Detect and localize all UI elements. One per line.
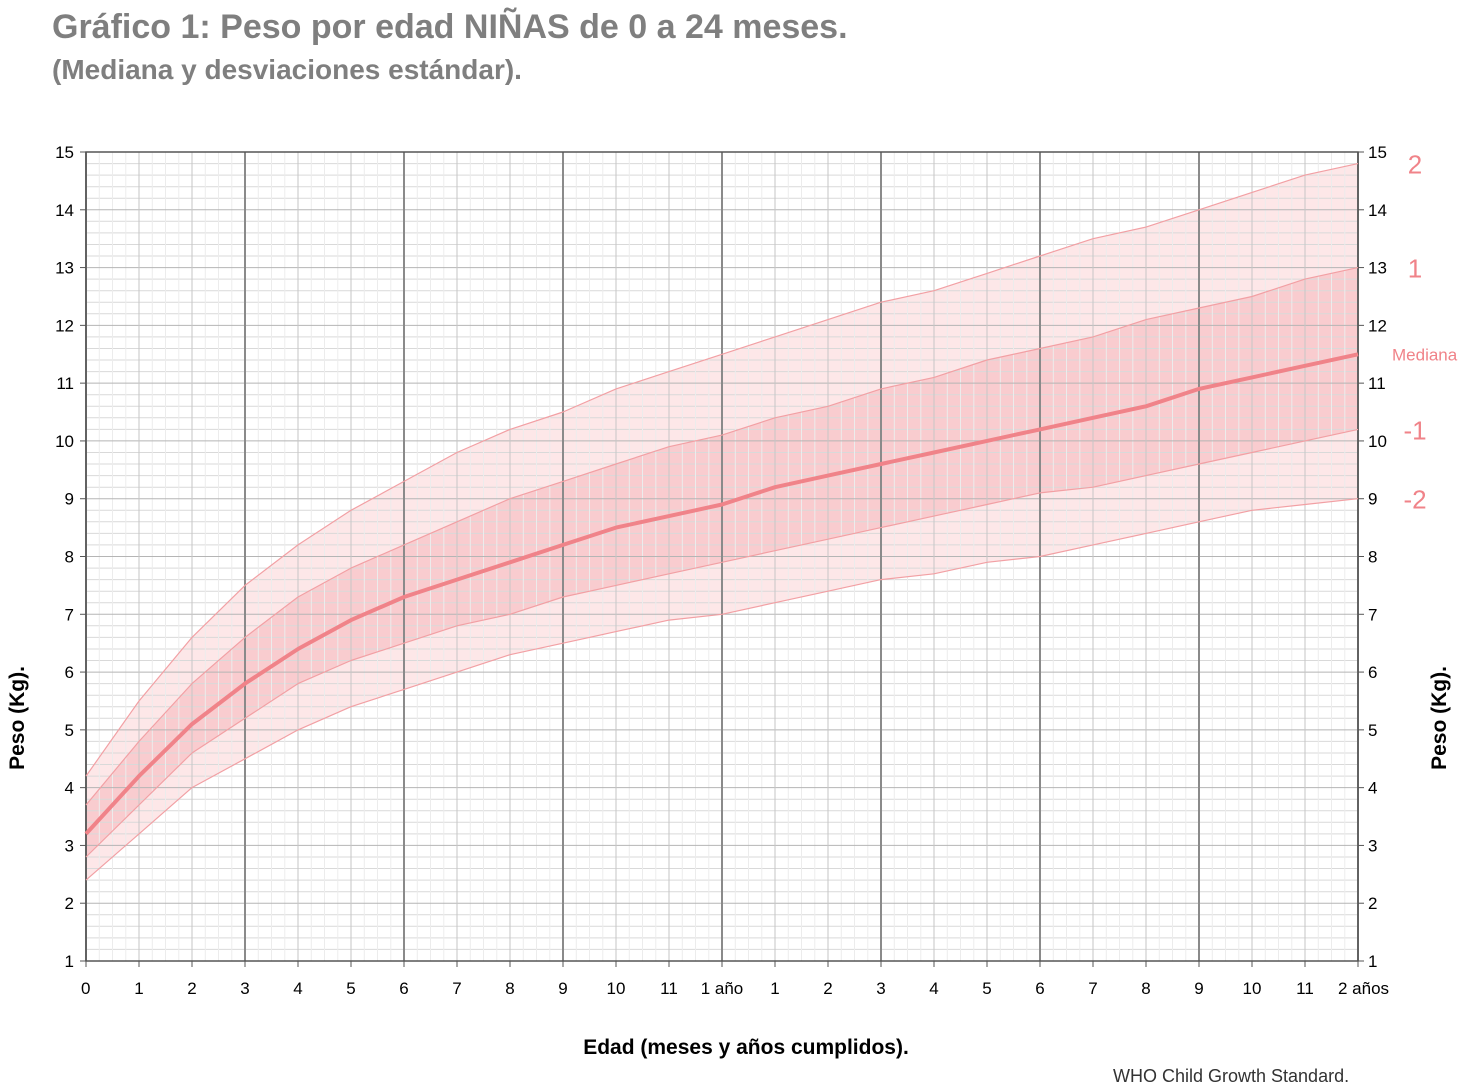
x-tick-label: 7 — [452, 979, 461, 998]
y-tick-label-right: 4 — [1368, 779, 1377, 798]
chart-subtitle: (Mediana y desviaciones estándar). — [52, 54, 522, 85]
y-tick-label-right: 2 — [1368, 894, 1377, 913]
y-tick-label-left: 1 — [65, 952, 74, 971]
y-tick-label-left: 5 — [65, 721, 74, 740]
y-tick-label-right: 5 — [1368, 721, 1377, 740]
sd-line-1 — [85, 267, 1359, 806]
y-tick-label-right: 9 — [1368, 490, 1377, 509]
x-axis-label: Edad (meses y años cumplidos). — [583, 1036, 909, 1059]
x-tick-label: 5 — [346, 979, 355, 998]
sd-line-2 — [85, 163, 1359, 777]
y-axis-label-right: Peso (Kg). — [1428, 666, 1451, 770]
sd-line-minus2 — [85, 498, 1359, 881]
y-tick-label-right: 7 — [1368, 605, 1377, 624]
x-tick-label: 9 — [1194, 979, 1203, 998]
x-tick-label: 10 — [1243, 979, 1262, 998]
sd-lines — [84, 163, 1359, 881]
chart-title: Gráfico 1: Peso por edad NIÑAS de 0 a 24… — [52, 8, 848, 46]
y-tick-label-left: 15 — [55, 143, 74, 162]
series-label-minus2: -2 — [1403, 485, 1426, 515]
x-tick-label: 8 — [505, 979, 514, 998]
x-tick-label: 0 — [81, 979, 90, 998]
x-tick-label: 3 — [876, 979, 885, 998]
y-tick-label-left: 14 — [55, 201, 74, 220]
y-tick-label-left: 7 — [65, 605, 74, 624]
x-tick-label: 2 — [187, 979, 196, 998]
x-tick-label: 11 — [1296, 979, 1314, 998]
y-tick-label-left: 9 — [65, 490, 74, 509]
x-tick-label: 1 — [770, 979, 779, 998]
x-tick-label: 8 — [1141, 979, 1150, 998]
x-tick-label: 2 años — [1338, 979, 1389, 998]
y-tick-label-left: 6 — [65, 663, 74, 682]
x-tick-label: 11 — [660, 979, 678, 998]
y-tick-label-right: 12 — [1368, 316, 1387, 335]
series-label-1: 1 — [1408, 254, 1422, 284]
y-tick-label-right: 8 — [1368, 548, 1377, 567]
x-tick-label: 9 — [558, 979, 567, 998]
y-tick-label-left: 11 — [56, 374, 74, 393]
x-tick-label: 1 — [134, 979, 143, 998]
chart-grid — [85, 151, 1359, 962]
y-tick-label-right: 1 — [1368, 952, 1377, 971]
median-line — [84, 352, 1359, 836]
y-axis-label-left: Peso (Kg). — [6, 666, 29, 770]
series-label-mediana: Mediana — [1392, 345, 1458, 364]
series-labels: 2 1 Mediana -1 -2 — [1392, 150, 1458, 515]
y-tick-label-right: 10 — [1368, 432, 1387, 451]
x-tick-label: 4 — [293, 979, 302, 998]
x-tick-label: 10 — [607, 979, 626, 998]
x-tick-label: 6 — [1035, 979, 1044, 998]
x-tick-label: 2 — [823, 979, 832, 998]
x-tick-label: 6 — [399, 979, 408, 998]
y-tick-label-right: 3 — [1368, 836, 1377, 855]
x-tick-label: 7 — [1088, 979, 1097, 998]
y-tick-label-left: 3 — [65, 836, 74, 855]
source-note: WHO Child Growth Standard. — [1113, 1066, 1350, 1086]
y-tick-label-left: 8 — [65, 548, 74, 567]
y-tick-label-left: 13 — [55, 259, 74, 278]
y-tick-label-left: 2 — [65, 894, 74, 913]
x-tick-label: 1 año — [701, 979, 744, 998]
y-tick-label-right: 13 — [1368, 259, 1387, 278]
x-tick-label: 4 — [929, 979, 938, 998]
y-tick-label-left: 4 — [65, 779, 74, 798]
y-tick-label-right: 6 — [1368, 663, 1377, 682]
y-tick-label-right: 14 — [1368, 201, 1387, 220]
x-tick-label: 3 — [240, 979, 249, 998]
sd-line-minus1 — [85, 428, 1359, 858]
y-tick-label-right: 11 — [1368, 374, 1386, 393]
y-tick-label-right: 15 — [1368, 143, 1387, 162]
y-tick-label-left: 10 — [55, 432, 74, 451]
series-label-minus1: -1 — [1403, 415, 1426, 445]
y-tick-label-left: 12 — [55, 316, 74, 335]
series-label-2: 2 — [1408, 150, 1422, 180]
x-tick-label: 5 — [982, 979, 991, 998]
